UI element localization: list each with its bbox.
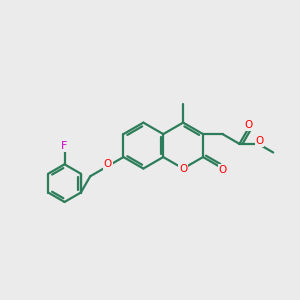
Text: O: O	[179, 164, 187, 174]
Text: F: F	[61, 141, 68, 151]
Text: O: O	[255, 136, 264, 146]
Text: O: O	[219, 164, 227, 175]
Text: O: O	[103, 159, 112, 169]
Text: O: O	[245, 121, 253, 130]
